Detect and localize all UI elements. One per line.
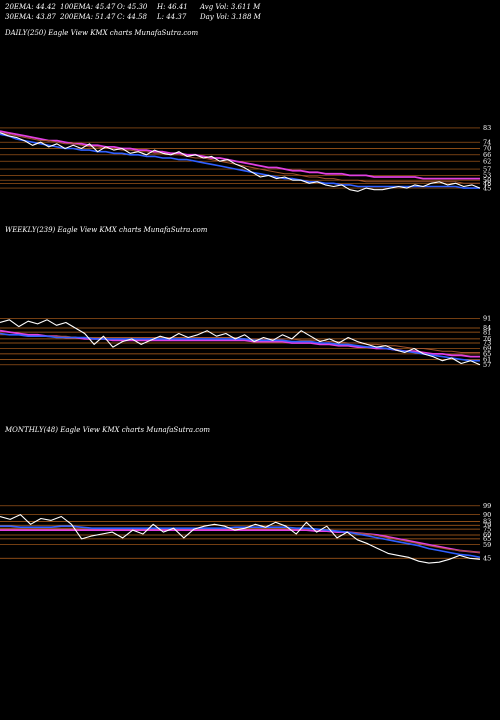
ema-blue-line xyxy=(0,332,480,362)
level-label: 69 xyxy=(483,531,491,539)
level-label: 73 xyxy=(483,339,491,347)
level-label: 83 xyxy=(483,124,491,132)
header-open: O: 45.30 xyxy=(117,3,148,11)
ema-magenta-line xyxy=(0,329,480,358)
ema-brown-line xyxy=(0,527,481,553)
ema-magenta-line xyxy=(0,130,480,180)
level-label: 76 xyxy=(483,335,491,343)
header-day-vol: Day Vol: 3.188 M xyxy=(200,13,261,21)
level-label: 84 xyxy=(483,324,491,332)
price-line xyxy=(0,132,481,192)
header-avg-vol: Avg Vol: 3.611 M xyxy=(200,3,261,11)
ema-magenta-line xyxy=(0,529,481,554)
ema-blue-line xyxy=(0,525,481,559)
header-20ema: 20EMA: 44.42 xyxy=(5,3,56,11)
level-label: 65 xyxy=(483,350,491,358)
level-label: 90 xyxy=(483,511,491,519)
level-label: 61 xyxy=(483,356,491,364)
weekly-panel-title: WEEKLY(239) Eagle View KMX charts Munafa… xyxy=(5,226,208,234)
level-label: 53 xyxy=(483,172,491,180)
level-label: 57 xyxy=(483,361,491,369)
price-line xyxy=(0,514,481,564)
header-high: H: 46.41 xyxy=(157,3,188,11)
level-label: 70 xyxy=(483,145,491,153)
header-30ema: 30EMA: 43.87 xyxy=(5,13,56,21)
level-label: 99 xyxy=(483,502,491,510)
level-label: 69 xyxy=(483,345,491,353)
header-100ema: 100EMA: 45.47 xyxy=(60,3,116,11)
level-label: 83 xyxy=(483,518,491,526)
header-close: C: 44.58 xyxy=(117,13,147,21)
level-label: 65 xyxy=(483,535,491,543)
ema-brown-line xyxy=(0,132,480,184)
level-label: 59 xyxy=(483,541,491,549)
price-line xyxy=(0,319,481,366)
level-label: 79 xyxy=(483,521,491,529)
level-label: 62 xyxy=(483,157,491,165)
level-label: 91 xyxy=(483,315,491,323)
monthly-panel-title: MONTHLY(48) Eagle View KMX charts Munafa… xyxy=(5,426,211,434)
level-label: 48 xyxy=(483,180,491,188)
level-label: 45 xyxy=(483,554,491,562)
header-low: L: 44.37 xyxy=(157,13,187,21)
level-label: 75 xyxy=(483,525,491,533)
level-label: 74 xyxy=(483,138,491,146)
level-label: 50 xyxy=(483,176,491,184)
level-label: 57 xyxy=(483,165,491,173)
header-200ema: 200EMA: 51.47 xyxy=(60,13,116,21)
level-label: 66 xyxy=(483,151,491,159)
level-label: 81 xyxy=(483,328,491,336)
level-label: 45 xyxy=(483,184,491,192)
daily-panel-title: DAILY(250) Eagle View KMX charts MunafaS… xyxy=(5,29,199,37)
